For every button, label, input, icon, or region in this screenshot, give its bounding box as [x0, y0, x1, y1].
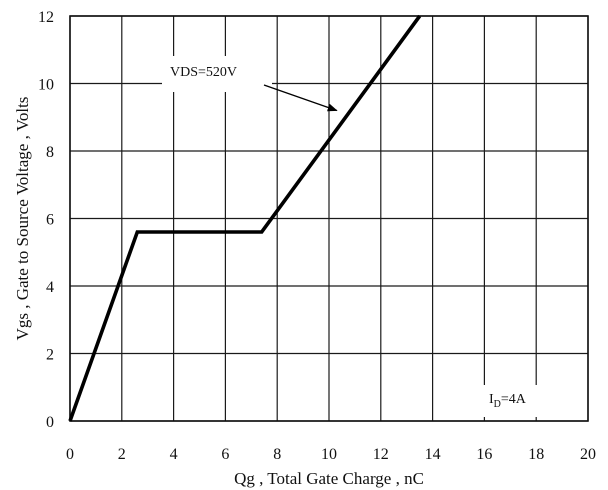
y-tick-label: 8	[46, 144, 54, 161]
y-tick-label: 12	[38, 9, 54, 26]
x-tick-label: 12	[373, 446, 389, 463]
vds-annotation: VDS=520V	[162, 56, 338, 112]
x-axis-label: Qg , Total Gate Charge , nC	[234, 469, 424, 488]
x-tick-label: 0	[66, 446, 74, 463]
x-tick-label: 20	[580, 446, 596, 463]
y-tick-labels: 0 2 4 6 8 10 12	[38, 9, 54, 431]
x-tick-label: 4	[170, 446, 178, 463]
y-tick-label: 0	[46, 414, 54, 431]
vgs-curve	[68, 14, 422, 422]
plot-frame	[69, 15, 589, 422]
y-tick-label: 4	[46, 279, 54, 296]
x-tick-label: 10	[321, 446, 337, 463]
x-tick-label: 2	[118, 446, 126, 463]
y-tick-label: 10	[38, 77, 54, 94]
x-tick-labels: 0 2 4 6 8 10 12 14 16 18 20	[66, 446, 596, 463]
vds-label: VDS=520V	[170, 65, 237, 80]
id-label: ID=4A	[489, 392, 527, 410]
id-label-main: I	[489, 392, 494, 407]
x-tick-label: 18	[528, 446, 544, 463]
x-tick-label: 6	[221, 446, 229, 463]
id-label-background	[480, 385, 542, 417]
y-axis-label: Vgs , Gate to Source Voltage , Volts	[13, 97, 32, 341]
x-tick-label: 8	[273, 446, 281, 463]
y-tick-label: 2	[46, 347, 54, 364]
x-tick-label: 16	[476, 446, 492, 463]
x-tick-label: 14	[425, 446, 441, 463]
vds-label-background	[162, 56, 272, 92]
id-label-rest: =4A	[501, 392, 527, 407]
vds-arrow	[263, 84, 338, 112]
id-label-sub: D	[494, 399, 501, 410]
grid	[69, 15, 589, 422]
y-tick-label: 6	[46, 212, 54, 229]
id-annotation: ID=4A	[480, 385, 542, 417]
